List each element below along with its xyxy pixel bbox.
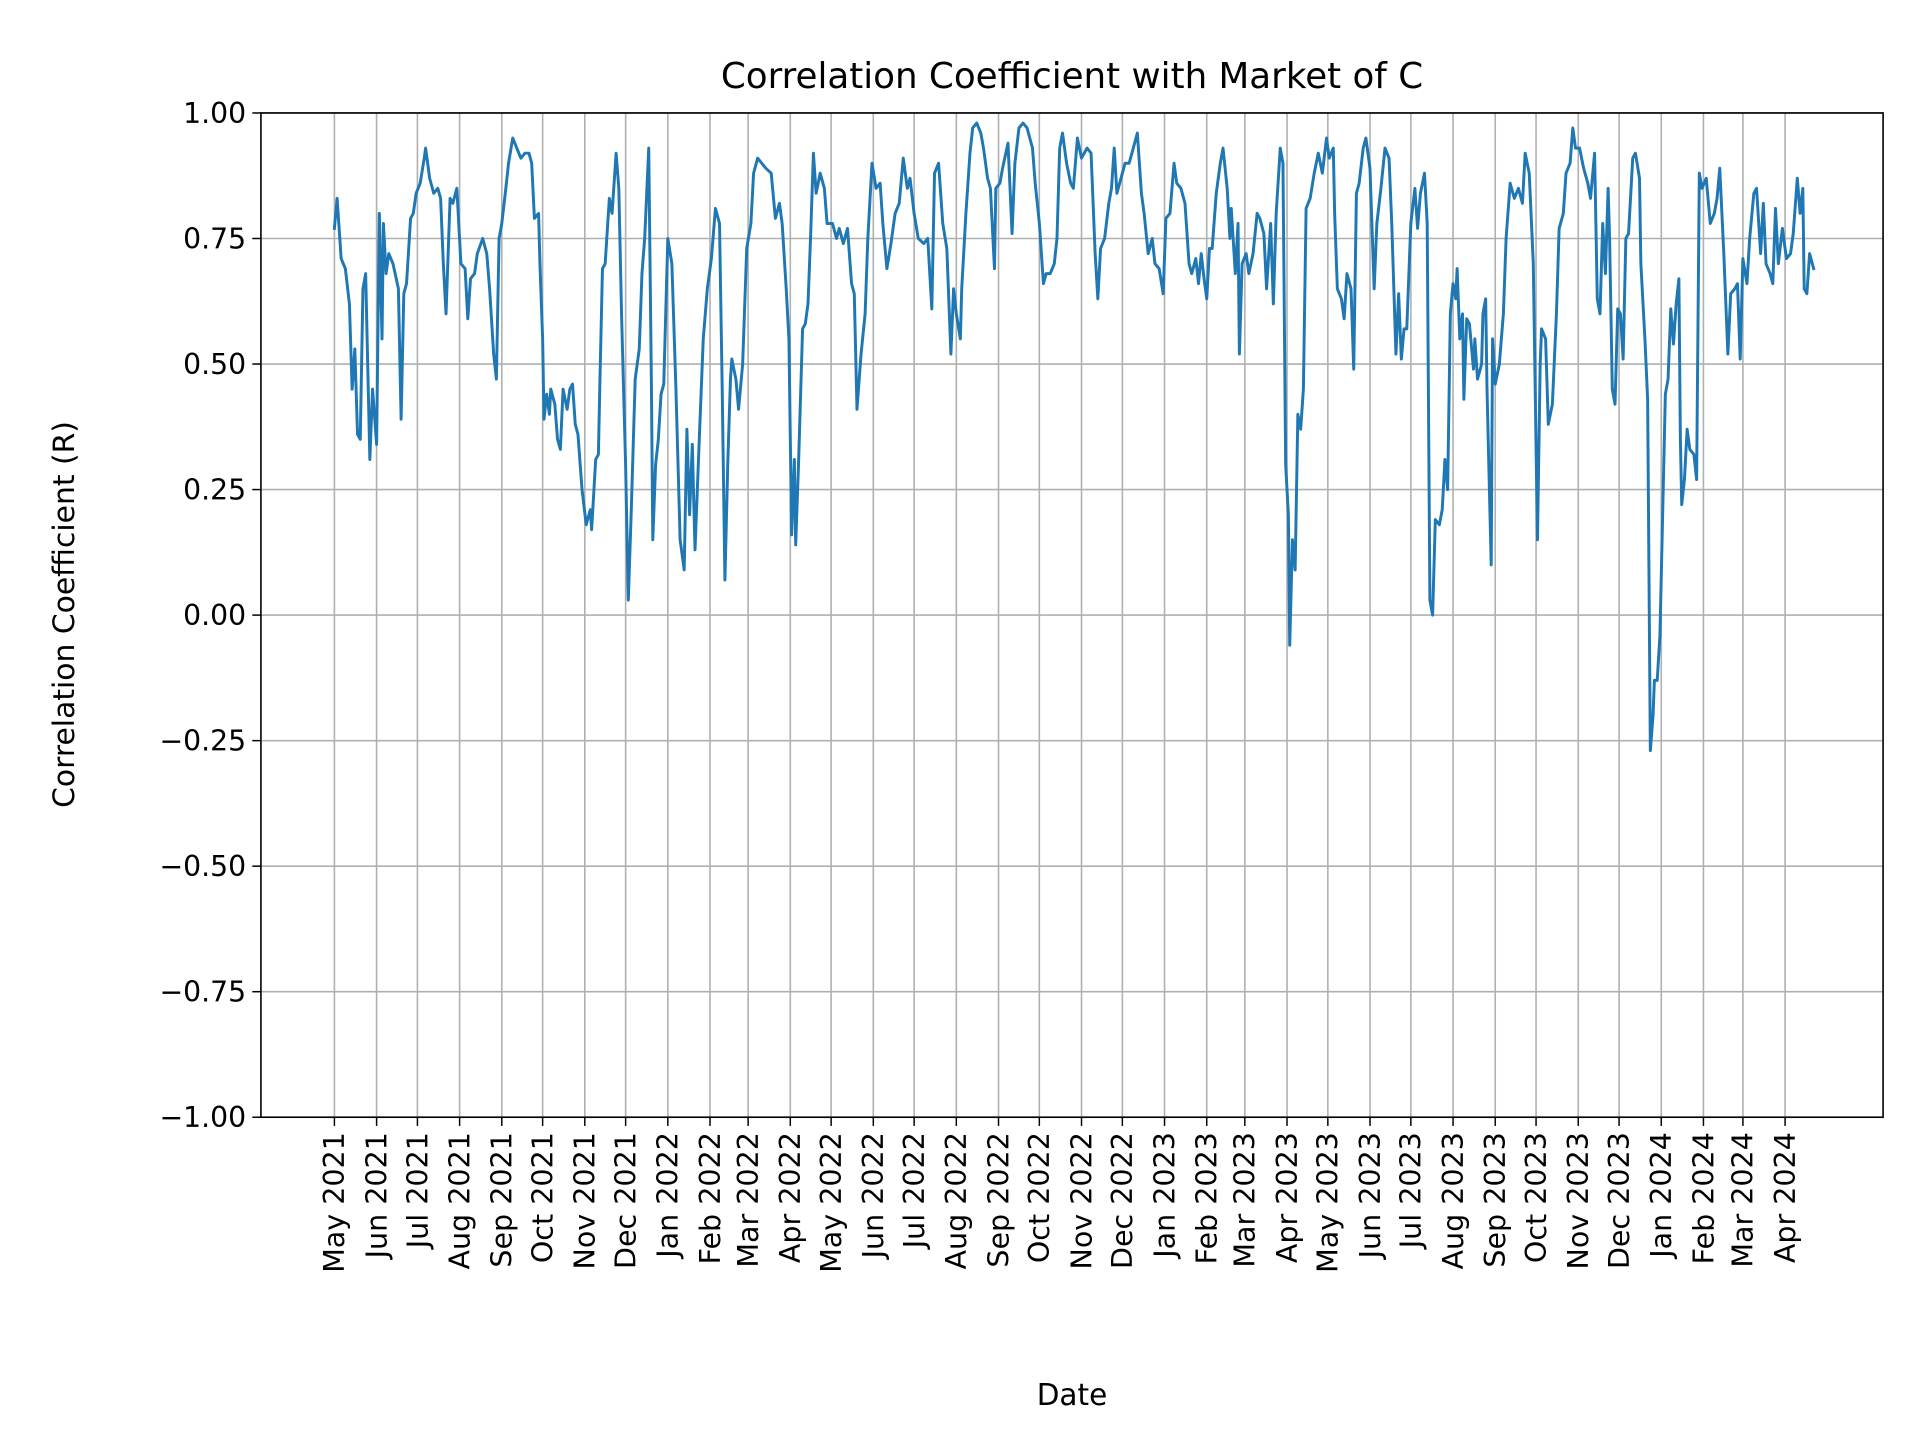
y-tick-label: −0.75 bbox=[159, 976, 246, 1009]
y-tick-label: 0.50 bbox=[183, 348, 246, 381]
x-tick-label: Feb 2024 bbox=[1687, 1132, 1720, 1264]
x-tick-label: Apr 2024 bbox=[1769, 1132, 1802, 1263]
x-tick-label: Jul 2023 bbox=[1395, 1132, 1428, 1250]
x-tick-label: Jun 2021 bbox=[361, 1132, 394, 1260]
series-layer bbox=[332, 121, 1816, 753]
x-tick-label: Jan 2024 bbox=[1645, 1132, 1678, 1260]
x-tick-label: Sep 2023 bbox=[1479, 1132, 1512, 1267]
y-tick-label: −0.50 bbox=[159, 850, 246, 883]
x-tick-label: Jun 2022 bbox=[857, 1132, 890, 1260]
x-tick-label: May 2023 bbox=[1312, 1132, 1345, 1273]
x-tick-label: Jun 2023 bbox=[1354, 1132, 1387, 1260]
x-tick-label: Aug 2022 bbox=[940, 1132, 973, 1269]
x-tick-label: Mar 2023 bbox=[1229, 1132, 1262, 1267]
y-tick-label: 0.75 bbox=[183, 222, 246, 255]
x-tick-label: Feb 2022 bbox=[694, 1132, 727, 1264]
chart-title: Correlation Coefficient with Market of C bbox=[721, 56, 1423, 97]
x-tick-label: Jul 2021 bbox=[401, 1132, 434, 1250]
x-tick-label: May 2021 bbox=[318, 1132, 351, 1273]
y-tick-label: −0.25 bbox=[159, 724, 246, 757]
x-tick-label: Feb 2023 bbox=[1191, 1132, 1224, 1264]
x-tick-label: Jan 2023 bbox=[1148, 1132, 1181, 1260]
series-line bbox=[332, 121, 1816, 753]
x-tick-label: Sep 2021 bbox=[486, 1132, 519, 1267]
x-tick-label: Aug 2021 bbox=[444, 1132, 477, 1269]
x-tick-label: Oct 2021 bbox=[527, 1132, 560, 1263]
y-tick-label: 1.00 bbox=[183, 97, 246, 130]
y-tick-label: 0.25 bbox=[183, 473, 246, 506]
x-tick-label: Dec 2023 bbox=[1603, 1132, 1636, 1269]
x-tick-label: Nov 2021 bbox=[569, 1132, 602, 1269]
x-tick-label: Sep 2022 bbox=[982, 1132, 1015, 1267]
x-axis-label: Date bbox=[1037, 1377, 1108, 1412]
x-tick-label: Mar 2022 bbox=[732, 1132, 765, 1267]
y-tick-label: 0.00 bbox=[183, 599, 246, 632]
x-tick-label: Oct 2022 bbox=[1023, 1132, 1056, 1263]
x-tick-label: Oct 2023 bbox=[1520, 1132, 1553, 1263]
x-tick-label: Nov 2023 bbox=[1562, 1132, 1595, 1269]
y-tick-label: −1.00 bbox=[159, 1101, 246, 1134]
axis-ticks: −1.00 −0.75 −0.50 −0.25 0.00 0.25 0.50 0.75 1.00… bbox=[159, 97, 1801, 1273]
x-tick-label: May 2022 bbox=[815, 1132, 848, 1273]
x-tick-label: Nov 2022 bbox=[1065, 1132, 1098, 1269]
x-tick-label: Mar 2024 bbox=[1727, 1132, 1760, 1267]
x-tick-label: Jul 2022 bbox=[898, 1132, 931, 1250]
x-tick-label: Dec 2022 bbox=[1106, 1132, 1139, 1269]
y-axis-label: Correlation Coefficient (R) bbox=[46, 421, 81, 808]
x-tick-label: Dec 2021 bbox=[610, 1132, 643, 1269]
x-tick-label: Apr 2023 bbox=[1271, 1132, 1304, 1263]
x-tick-label: Jan 2022 bbox=[652, 1132, 685, 1260]
x-tick-label: Apr 2022 bbox=[774, 1132, 807, 1263]
x-tick-label: Aug 2023 bbox=[1437, 1132, 1470, 1269]
